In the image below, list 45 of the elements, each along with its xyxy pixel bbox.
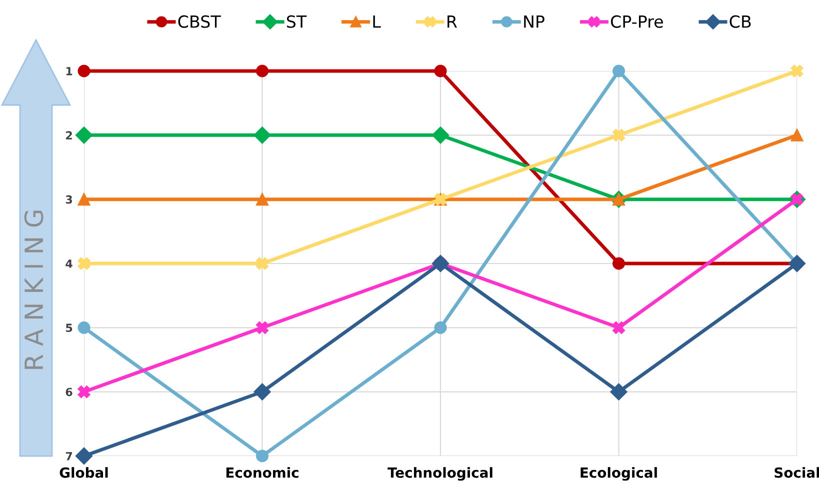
point — [612, 321, 625, 334]
legend-label: R — [448, 16, 458, 28]
y-axis-title: R A N K I N G — [24, 210, 44, 369]
point — [78, 193, 90, 206]
y-tick-label: 7 — [66, 452, 72, 460]
point — [256, 450, 268, 462]
point — [790, 64, 804, 78]
point — [78, 64, 90, 78]
x-tick-label: Ecological — [580, 467, 657, 481]
legend-label: L — [373, 16, 381, 28]
point — [254, 383, 271, 400]
x-tick-label: Global — [60, 467, 108, 478]
point — [254, 126, 271, 144]
point — [78, 386, 90, 398]
point — [790, 128, 804, 142]
y-tick-label: 1 — [66, 67, 72, 76]
point — [75, 126, 93, 144]
point — [256, 257, 268, 270]
legend-label: CBST — [178, 15, 221, 28]
point — [612, 128, 625, 142]
point — [256, 64, 268, 78]
point — [434, 64, 447, 78]
legend-label: CP-Pre — [610, 15, 663, 28]
point — [432, 126, 450, 144]
point — [78, 321, 90, 334]
x-tick-label: Technological — [388, 467, 492, 481]
point — [612, 257, 625, 270]
legend-label: CB — [730, 15, 751, 28]
point — [612, 64, 625, 78]
y-tick-label: 4 — [66, 260, 72, 268]
point — [256, 321, 268, 334]
point — [610, 383, 628, 400]
point — [78, 257, 90, 270]
y-tick-label: 2 — [66, 131, 72, 140]
point — [75, 447, 93, 465]
point — [788, 254, 806, 272]
x-tick-label: Social — [774, 467, 819, 478]
y-tick-label: 5 — [66, 324, 72, 332]
y-tick-label: 3 — [66, 195, 72, 204]
legend-label: ST — [286, 15, 307, 28]
legend-label: NP — [524, 16, 544, 28]
x-tick-label: Economic — [226, 467, 298, 478]
y-tick-label: 6 — [66, 388, 72, 396]
point — [434, 321, 447, 334]
point — [256, 193, 268, 206]
